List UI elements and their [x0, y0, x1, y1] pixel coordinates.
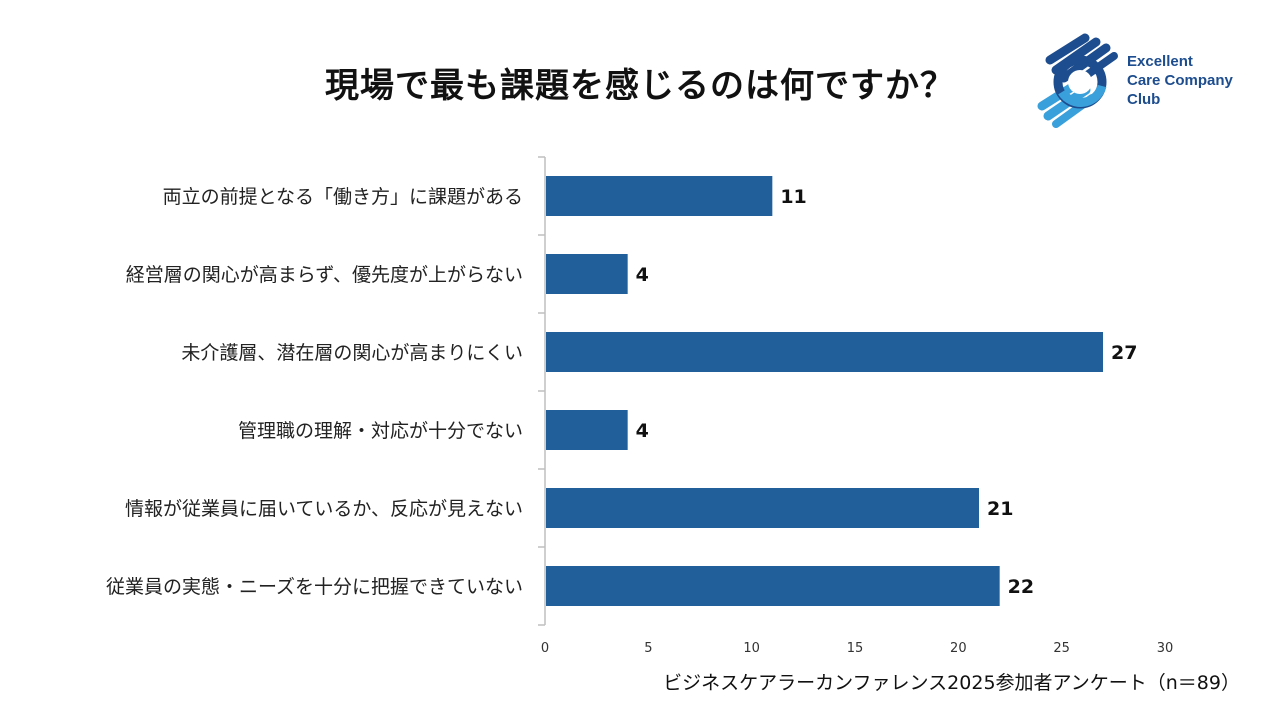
data-label: 27 [1111, 342, 1137, 364]
hands-logo-icon [1037, 33, 1118, 128]
x-tick-label: 10 [743, 641, 760, 656]
data-label: 21 [987, 498, 1013, 520]
logo-line-1: Excellent [1127, 52, 1193, 70]
bar [546, 566, 1000, 606]
data-label: 4 [636, 420, 649, 442]
chart-title: 現場で最も課題を感じるのは何ですか？ [325, 66, 955, 106]
data-label: 11 [780, 186, 806, 208]
bar [546, 488, 979, 528]
bar [546, 254, 628, 294]
logo-line-2: Care Company [1127, 71, 1233, 89]
x-tick-label: 20 [950, 641, 967, 656]
logo-line-3: Club [1127, 90, 1161, 108]
bar [546, 410, 628, 450]
category-label: 従業員の実態・ニーズを十分に把握できていない [106, 576, 523, 598]
x-tick-label: 0 [541, 641, 549, 656]
x-tick-label: 25 [1053, 641, 1070, 656]
bar [546, 332, 1103, 372]
category-label: 情報が従業員に届いているか、反応が見えない [125, 498, 523, 520]
category-label: 両立の前提となる「働き方」に課題がある [163, 186, 523, 208]
bar [546, 176, 773, 216]
category-label: 経営層の関心が高まらず、優先度が上がらない [126, 264, 523, 286]
logo-text: Excellent Care Company Club [1127, 52, 1233, 109]
company-logo: Excellent Care Company Club [1030, 26, 1252, 134]
x-tick-label: 5 [644, 641, 652, 656]
survey-footnote: ビジネスケアラーカンファレンス2025参加者アンケート（n＝89） [663, 672, 1240, 694]
data-label: 22 [1008, 576, 1034, 598]
data-label: 4 [636, 264, 649, 286]
category-label: 管理職の理解・対応が十分でない [238, 420, 523, 442]
x-tick-label: 30 [1157, 641, 1174, 656]
category-label: 未介護層、潜在層の関心が高まりにくい [181, 342, 523, 364]
x-tick-label: 15 [847, 641, 864, 656]
